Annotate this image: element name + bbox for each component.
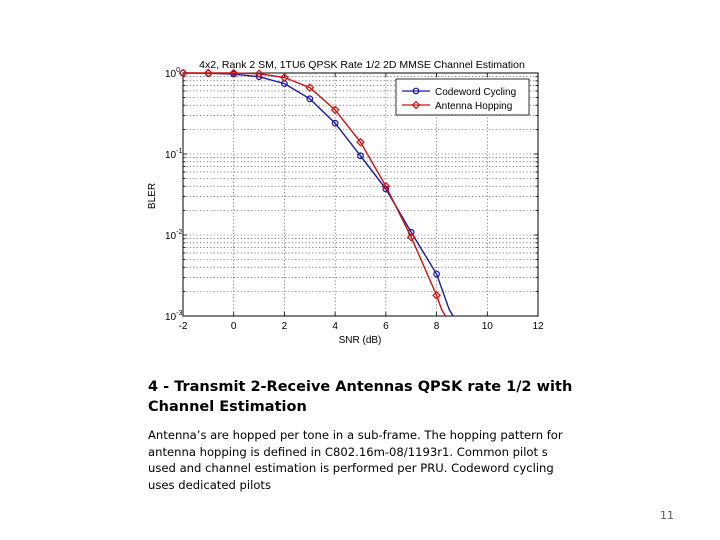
x-tick-label: -2 bbox=[179, 321, 188, 332]
legend: Codeword Cycling Antenna Hopping bbox=[395, 78, 530, 116]
y-tick-label: 10-3 bbox=[165, 310, 182, 323]
y-tick-exponent: -1 bbox=[176, 148, 182, 155]
y-tick-exponent: -3 bbox=[176, 310, 182, 317]
data-point-antenna-hopping bbox=[178, 68, 188, 78]
y-axis-label: BLER bbox=[147, 183, 158, 209]
x-tick-label: 8 bbox=[434, 321, 440, 332]
y-tick-base: 10 bbox=[165, 312, 177, 323]
x-tick-label: 2 bbox=[282, 321, 288, 332]
x-tick-label: 12 bbox=[532, 321, 544, 332]
data-point-antenna-hopping bbox=[204, 68, 213, 78]
y-tick-exponent: -2 bbox=[176, 229, 182, 236]
y-tick-base: 10 bbox=[165, 231, 177, 242]
data-point-codeword-cycling bbox=[433, 270, 440, 278]
series-line-codeword-cycling bbox=[182, 72, 454, 317]
data-point-antenna-hopping bbox=[406, 232, 416, 242]
x-tick-label: 6 bbox=[383, 321, 389, 332]
y-tick-label: 100 bbox=[165, 67, 180, 80]
legend-label-antenna-hopping: Antenna Hopping bbox=[435, 101, 512, 112]
data-point-antenna-hopping bbox=[229, 68, 239, 78]
data-point-antenna-hopping bbox=[254, 69, 264, 79]
legend-marker-codeword-cycling bbox=[412, 87, 420, 95]
caption-body: Antenna’s are hopped per tone in a sub-f… bbox=[148, 428, 563, 492]
x-tick-label: 10 bbox=[482, 321, 494, 332]
chart-title: 4x2, Rank 2 SM, 1TU6 QPSK Rate 1/2 2D MM… bbox=[199, 59, 525, 71]
data-point-antenna-hopping bbox=[432, 290, 441, 300]
legend-box bbox=[395, 78, 530, 116]
data-point-antenna-hopping bbox=[381, 181, 391, 191]
series-line-antenna-hopping bbox=[183, 72, 447, 317]
data-point-antenna-hopping bbox=[305, 83, 315, 92]
series-layer bbox=[178, 68, 454, 317]
data-point-codeword-cycling bbox=[306, 95, 314, 103]
x-axis-label: SNR (dB) bbox=[339, 335, 382, 346]
legend-label-codeword-cycling: Codeword Cycling bbox=[435, 87, 516, 98]
data-point-antenna-hopping bbox=[356, 137, 365, 147]
x-tick-label: 0 bbox=[231, 321, 237, 332]
plot-frame bbox=[182, 72, 539, 317]
data-point-codeword-cycling bbox=[357, 152, 364, 160]
data-point-antenna-hopping bbox=[280, 73, 289, 82]
y-tick-label: 10-1 bbox=[165, 148, 182, 161]
y-tick-base: 10 bbox=[165, 69, 177, 80]
y-tick-exponent: 0 bbox=[176, 67, 180, 74]
y-tick-label: 10-2 bbox=[165, 229, 182, 242]
page-number: 11 bbox=[660, 509, 674, 522]
y-tick-base: 10 bbox=[165, 150, 177, 161]
data-point-codeword-cycling bbox=[331, 119, 339, 127]
caption-title: 4 - Transmit 2-Receive Antennas QPSK rat… bbox=[148, 379, 573, 415]
x-tick-label: 4 bbox=[332, 321, 338, 332]
legend-marker-antenna-hopping bbox=[411, 100, 421, 110]
data-point-antenna-hopping bbox=[330, 105, 340, 115]
